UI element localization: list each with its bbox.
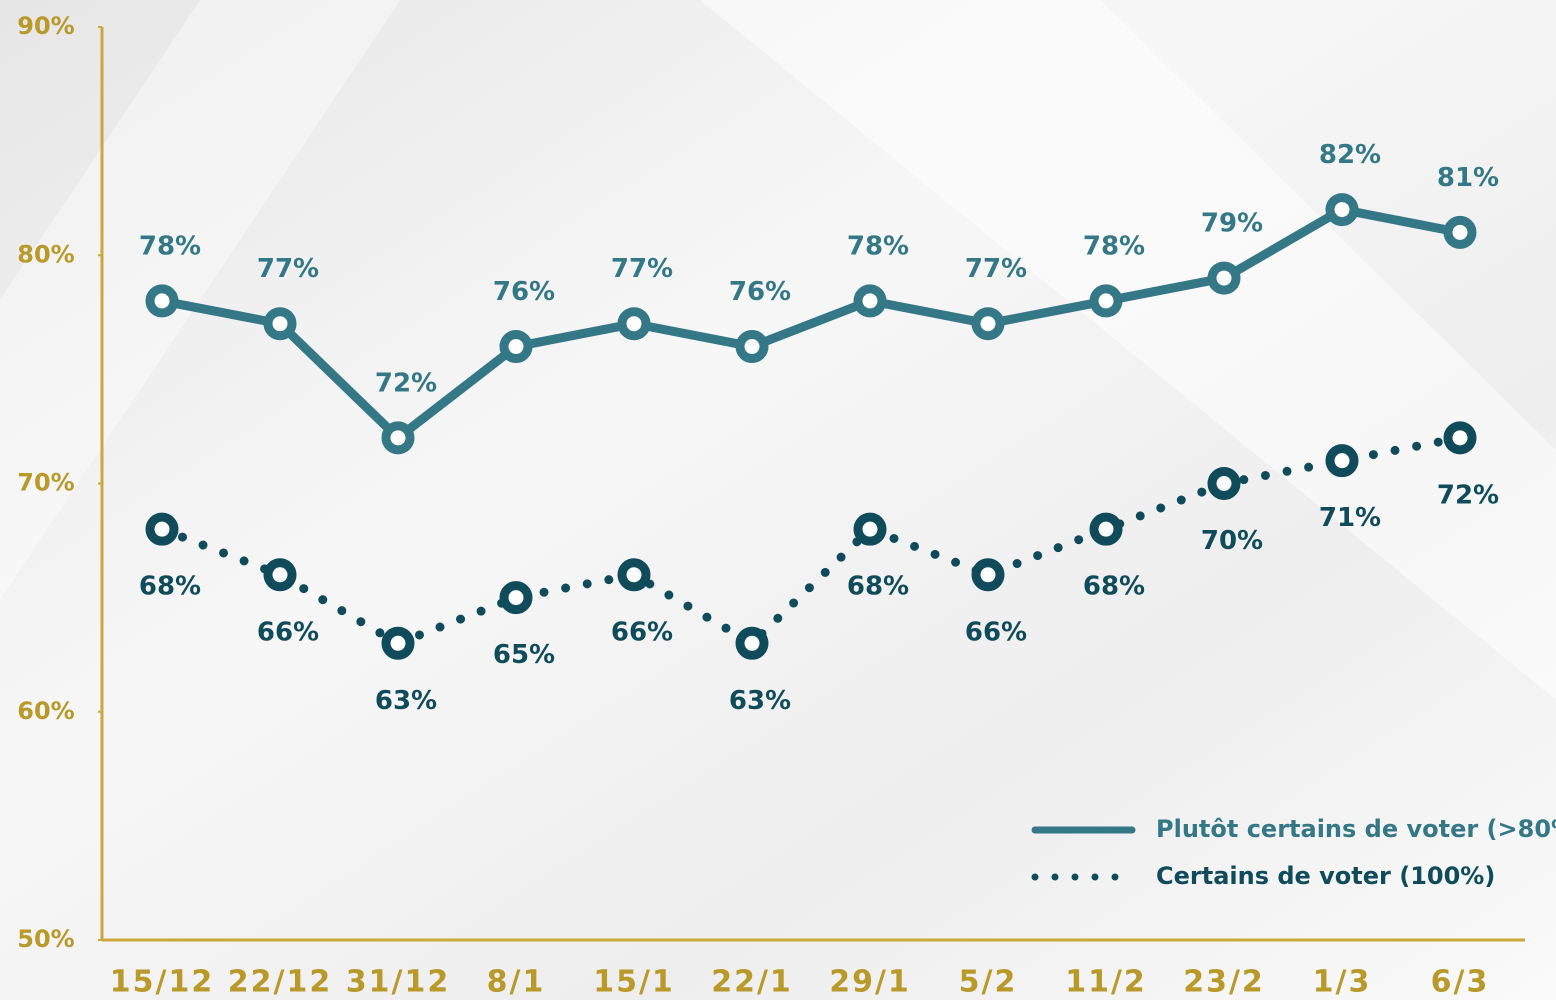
x-tick-label: 15/12 <box>110 965 214 1000</box>
value-label: 76% <box>729 277 791 307</box>
legend-label: Plutôt certains de voter (>80%) <box>1156 815 1556 843</box>
value-label: 79% <box>1201 209 1263 239</box>
series-line <box>157 205 1465 443</box>
value-label: 78% <box>1083 231 1145 261</box>
value-label: 70% <box>1201 526 1263 556</box>
marker <box>381 626 415 660</box>
value-label: 63% <box>729 686 791 716</box>
value-label: 78% <box>139 231 201 261</box>
marker <box>1443 215 1477 249</box>
y-tick-label: 50% <box>17 925 74 953</box>
value-label: 71% <box>1319 503 1381 533</box>
marker <box>499 581 533 615</box>
marker <box>145 284 179 318</box>
y-tick-label: 90% <box>17 12 74 40</box>
value-label: 68% <box>847 572 909 602</box>
y-tick-label: 70% <box>17 469 74 497</box>
marker <box>735 330 769 364</box>
marker <box>971 307 1005 341</box>
value-label: 72% <box>375 368 437 398</box>
x-tick-label: 6/3 <box>1431 965 1490 1000</box>
marker <box>499 330 533 364</box>
value-label: 68% <box>139 572 201 602</box>
marker <box>145 512 179 546</box>
marker <box>381 421 415 455</box>
value-label: 63% <box>375 686 437 716</box>
x-tick-label: 29/1 <box>829 965 911 1000</box>
value-label: 81% <box>1437 163 1499 193</box>
value-label: 77% <box>257 254 319 284</box>
marker <box>1207 261 1241 295</box>
marker <box>1089 512 1123 546</box>
x-tick-label: 23/2 <box>1183 965 1265 1000</box>
value-label: 66% <box>257 617 319 647</box>
value-label: 77% <box>965 254 1027 284</box>
legend-label: Certains de voter (100%) <box>1156 862 1495 890</box>
background-stripe <box>700 0 1556 700</box>
value-label: 82% <box>1319 140 1381 170</box>
y-tick-label: 80% <box>17 240 74 268</box>
value-label: 72% <box>1437 480 1499 510</box>
x-tick-label: 22/1 <box>711 965 793 1000</box>
marker <box>617 558 651 592</box>
value-label: 78% <box>847 231 909 261</box>
y-tick-label: 60% <box>17 697 74 725</box>
marker <box>1443 421 1477 455</box>
marker <box>1325 193 1359 227</box>
background-stripe <box>0 0 400 600</box>
x-tick-label: 5/2 <box>959 965 1018 1000</box>
value-label: 77% <box>611 254 673 284</box>
series-line <box>157 433 1465 648</box>
marker <box>1089 284 1123 318</box>
marker <box>263 307 297 341</box>
marker <box>735 626 769 660</box>
marker <box>617 307 651 341</box>
value-label: 68% <box>1083 572 1145 602</box>
marker <box>263 558 297 592</box>
marker <box>1207 467 1241 500</box>
value-label: 65% <box>493 640 555 670</box>
marker <box>971 558 1005 592</box>
x-tick-label: 22/12 <box>228 965 332 1000</box>
x-tick-label: 11/2 <box>1065 965 1147 1000</box>
value-label: 66% <box>611 617 673 647</box>
x-tick-label: 15/1 <box>593 965 675 1000</box>
x-tick-label: 8/1 <box>487 965 546 1000</box>
x-tick-label: 31/12 <box>346 965 450 1000</box>
value-label: 66% <box>965 617 1027 647</box>
marker <box>1325 444 1359 478</box>
value-label: 76% <box>493 277 555 307</box>
marker <box>853 512 887 546</box>
x-tick-label: 1/3 <box>1313 965 1372 1000</box>
marker <box>853 284 887 318</box>
